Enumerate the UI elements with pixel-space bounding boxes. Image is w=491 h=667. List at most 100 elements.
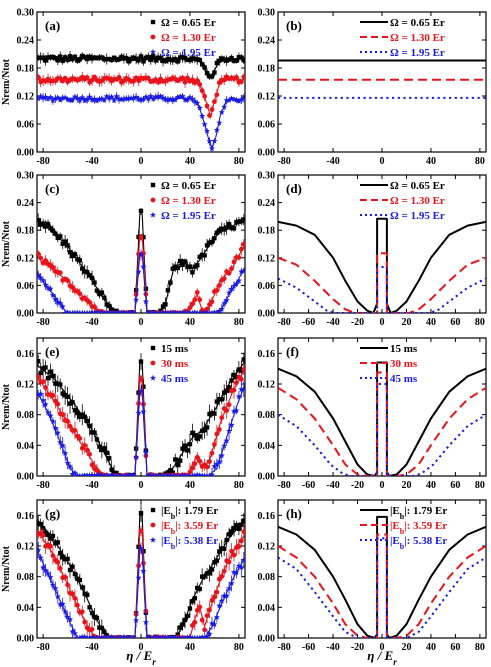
- data-point: [175, 265, 180, 271]
- data-point: [37, 274, 44, 281]
- x-tick-label: 60: [450, 480, 460, 491]
- data-point: [185, 613, 190, 619]
- legend-marker: [150, 34, 156, 40]
- data-point: [40, 397, 47, 403]
- x-tick-label: 40: [426, 642, 436, 653]
- data-point: [218, 452, 225, 459]
- plot-frame: [277, 337, 487, 477]
- data-point: [92, 304, 97, 310]
- data-point: [175, 462, 180, 468]
- data-point: [234, 219, 239, 225]
- data-point: [106, 95, 113, 101]
- data-point: [195, 436, 200, 441]
- data-point: [231, 525, 237, 531]
- data-point: [69, 471, 76, 476]
- data-point: [109, 57, 114, 63]
- data-point: [238, 268, 245, 275]
- series-1: [278, 515, 486, 638]
- y-tick-label: 0.00: [258, 634, 276, 645]
- data-point: [94, 55, 100, 61]
- panel-f: 0.00 0.04 0.08 0.12 0.16 -80 -60 -40 -20 0 20 40 60 8…: [258, 337, 487, 491]
- data-point: [84, 270, 90, 275]
- y-tick-label: 0.18: [258, 226, 276, 237]
- data-point: [38, 255, 44, 261]
- data-point: [37, 271, 42, 278]
- data-point: [212, 442, 217, 447]
- data-point: [89, 275, 95, 281]
- x-tick-label: 0: [139, 156, 144, 167]
- data-point: [92, 280, 97, 285]
- data-point: [89, 626, 95, 632]
- y-tick-label: 0.12: [17, 380, 35, 391]
- data-point: [67, 423, 73, 429]
- data-point: [151, 53, 156, 59]
- data-point: [218, 597, 225, 604]
- data-point: [214, 431, 220, 437]
- data-point: [173, 457, 178, 462]
- data-point: [223, 97, 230, 103]
- data-point: [207, 74, 212, 79]
- data-point: [87, 605, 92, 610]
- data-point: [76, 97, 83, 103]
- data-point: [130, 309, 137, 313]
- data-point: [160, 58, 166, 64]
- x-tick-label: -80: [36, 642, 49, 653]
- x-tick-label: 0: [139, 642, 144, 653]
- data-point: [226, 289, 233, 296]
- legend-marker: [150, 19, 156, 25]
- data-point: [230, 282, 237, 289]
- data-point: [206, 630, 213, 637]
- data-point: [50, 228, 56, 233]
- data-point: [62, 55, 68, 60]
- data-point: [192, 461, 198, 467]
- y-tick-label: 0.16: [258, 349, 276, 360]
- data-point: [98, 95, 105, 102]
- data-point: [45, 221, 51, 227]
- data-point: [43, 58, 48, 63]
- x-tick-label: 0: [380, 642, 385, 653]
- data-point: [55, 540, 60, 545]
- data-point: [45, 570, 52, 577]
- y-tick-label: 0.06: [17, 281, 35, 292]
- y-tick-label: 0.06: [258, 281, 276, 292]
- legend-label: |Eb|: 5.38 Er: [390, 535, 447, 551]
- data-point: [207, 571, 212, 576]
- data-point: [212, 235, 217, 241]
- data-point: [229, 266, 234, 272]
- data-point: [206, 138, 213, 144]
- data-point: [60, 412, 66, 417]
- data-point: [180, 262, 185, 267]
- data-point: [52, 425, 59, 431]
- data-point: [48, 226, 53, 231]
- data-point: [87, 273, 92, 278]
- data-point: [218, 109, 225, 115]
- data-point: [164, 96, 171, 103]
- data-point: [75, 576, 80, 581]
- data-point: [194, 99, 201, 106]
- data-point: [211, 137, 218, 144]
- data-point: [97, 55, 102, 60]
- data-point: [136, 58, 141, 63]
- plot-frame: [277, 174, 487, 314]
- data-point: [40, 55, 46, 60]
- data-point: [65, 394, 70, 399]
- data-point: [75, 410, 80, 416]
- data-point: [135, 574, 142, 581]
- plot-area: [278, 59, 486, 99]
- data-point: [234, 74, 239, 80]
- data-point: [208, 145, 215, 152]
- data-point: [99, 290, 105, 295]
- data-point: [45, 532, 51, 537]
- data-point: [55, 401, 61, 407]
- data-point: [99, 447, 105, 453]
- data-point: [223, 296, 230, 303]
- data-point: [238, 79, 244, 85]
- data-point: [155, 93, 162, 99]
- legend: |Eb|: 1.79 Er|Eb|: 3.59 Er|Eb|: 5.38 Er: [360, 505, 447, 551]
- data-point: [40, 94, 47, 101]
- legend-marker: [150, 48, 156, 55]
- data-point: [62, 557, 68, 562]
- data-point: [222, 390, 227, 395]
- data-point: [70, 56, 75, 62]
- data-point: [133, 617, 140, 623]
